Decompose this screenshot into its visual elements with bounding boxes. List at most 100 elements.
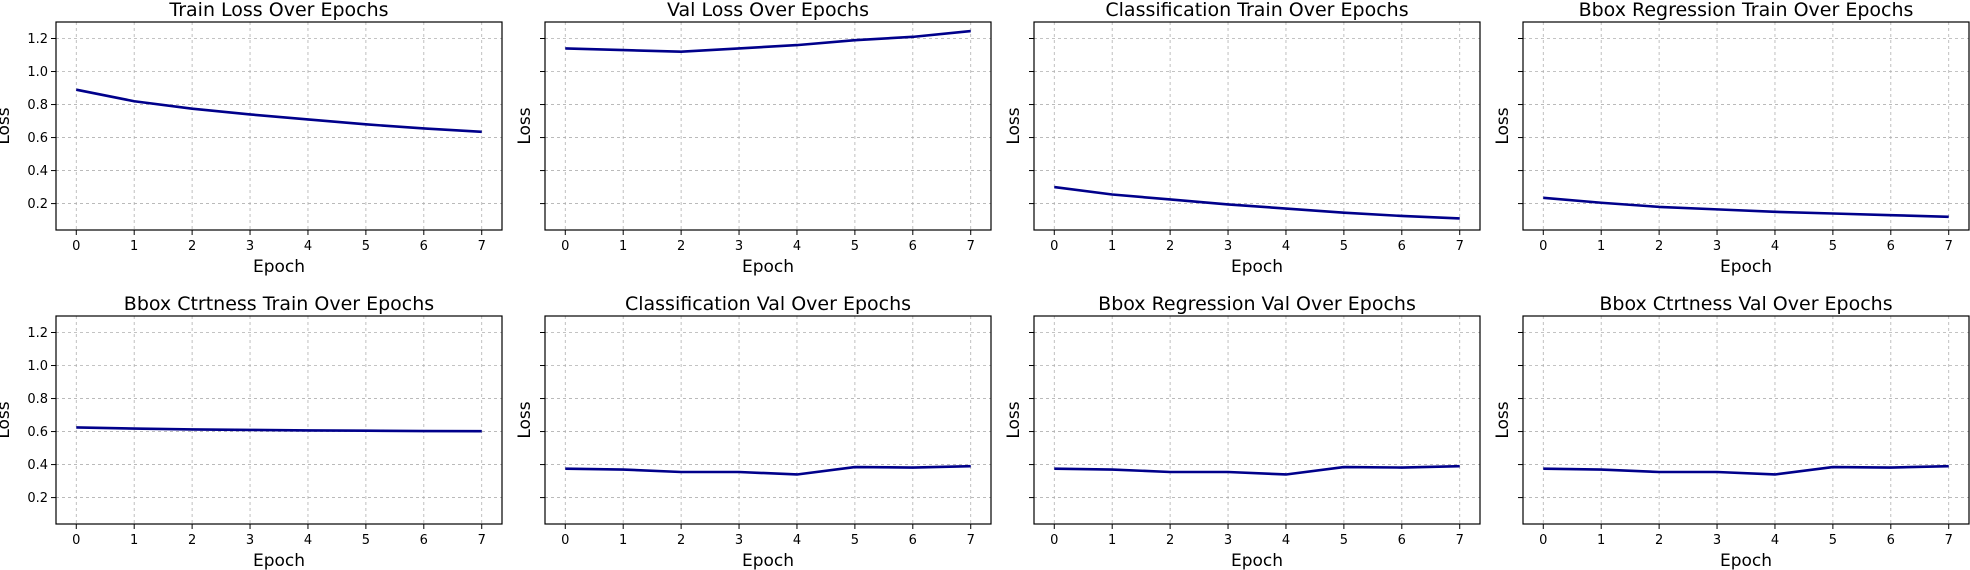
x-tick-label: 0 xyxy=(1539,533,1547,548)
x-axis-label: Epoch xyxy=(1720,257,1772,277)
x-tick-label: 0 xyxy=(561,533,569,548)
subplot-7: 0 1 2 3 4 5 6 7 Bbox Regression Val Over Epochs E… xyxy=(1004,293,1481,570)
x-tick-label: 3 xyxy=(1224,533,1232,548)
y-tick-label: 1.0 xyxy=(27,359,48,374)
x-tick-label: 0 xyxy=(561,239,569,254)
x-tick-label: 1 xyxy=(130,533,138,548)
x-tick-label: 5 xyxy=(362,533,370,548)
x-axis-label: Epoch xyxy=(1231,257,1283,277)
x-axis-label: Epoch xyxy=(742,551,794,570)
x-tick-label: 3 xyxy=(735,239,743,254)
x-tick-label: 7 xyxy=(1945,239,1953,254)
x-tick-label: 4 xyxy=(1282,533,1290,548)
x-tick-label: 3 xyxy=(1224,239,1232,254)
y-tick-label: 1.2 xyxy=(27,326,48,341)
y-axis-label: Loss xyxy=(0,107,14,144)
chart-title: Bbox Ctrtness Train Over Epochs xyxy=(124,293,434,315)
series-line xyxy=(1543,464,1949,476)
x-tick-label: 2 xyxy=(1655,533,1663,548)
x-tick-label: 6 xyxy=(1398,239,1406,254)
x-tick-label: 2 xyxy=(1166,533,1174,548)
y-axis-label: Loss xyxy=(1004,107,1024,144)
y-axis-label: Loss xyxy=(0,401,14,438)
series-line xyxy=(565,29,971,54)
plot-frame xyxy=(55,315,503,525)
chart-title: Classification Val Over Epochs xyxy=(625,293,911,315)
subplot-1: 0 1 2 3 4 5 6 7 0.2 0.4 0.6 0.8 1.0 1.2 Train Loss Ove… xyxy=(0,0,503,277)
x-tick-label: 6 xyxy=(1398,533,1406,548)
x-tick-label: 2 xyxy=(188,533,196,548)
x-tick-label: 1 xyxy=(619,533,627,548)
y-tick-label: 1.0 xyxy=(27,65,48,80)
y-tick-label: 0.6 xyxy=(27,131,48,146)
x-axis-label: Epoch xyxy=(253,551,305,570)
series-line xyxy=(565,464,971,476)
x-tick-label: 4 xyxy=(793,239,801,254)
x-tick-label: 2 xyxy=(677,533,685,548)
subplot-3: 0 1 2 3 4 5 6 7 Classification Train Over Epochs… xyxy=(1004,0,1481,277)
y-axis-label: Loss xyxy=(515,107,535,144)
subplot-2: 0 1 2 3 4 5 6 7 Val Loss Over Epochs Epoch Loss xyxy=(515,0,992,277)
x-axis-label: Epoch xyxy=(1231,551,1283,570)
x-tick-label: 0 xyxy=(72,239,80,254)
x-tick-label: 1 xyxy=(1108,533,1116,548)
chart-title: Bbox Regression Val Over Epochs xyxy=(1098,293,1416,315)
x-tick-label: 1 xyxy=(1597,533,1605,548)
series-line xyxy=(76,426,482,433)
x-tick-label: 5 xyxy=(1340,239,1348,254)
x-tick-label: 1 xyxy=(1597,239,1605,254)
x-tick-label: 5 xyxy=(362,239,370,254)
subplot-6: 0 1 2 3 4 5 6 7 Classification Val Over Epochs Ep… xyxy=(515,293,992,570)
series-line xyxy=(1543,196,1949,219)
x-tick-label: 2 xyxy=(1655,239,1663,254)
x-tick-label: 6 xyxy=(420,533,428,548)
chart-title: Bbox Ctrtness Val Over Epochs xyxy=(1599,293,1892,315)
x-tick-label: 3 xyxy=(246,239,254,254)
x-tick-label: 4 xyxy=(793,533,801,548)
x-tick-label: 7 xyxy=(1456,239,1464,254)
x-tick-label: 4 xyxy=(1771,533,1779,548)
subplot-8: 0 1 2 3 4 5 6 7 Bbox Ctrtness Val Over Epochs Epo… xyxy=(1493,293,1970,570)
x-tick-label: 5 xyxy=(1829,533,1837,548)
x-tick-label: 6 xyxy=(1887,239,1895,254)
x-tick-label: 0 xyxy=(1050,533,1058,548)
x-tick-label: 0 xyxy=(1050,239,1058,254)
x-tick-label: 5 xyxy=(1340,533,1348,548)
x-axis-label: Epoch xyxy=(742,257,794,277)
chart-title: Classification Train Over Epochs xyxy=(1105,0,1408,21)
x-tick-label: 0 xyxy=(1539,239,1547,254)
subplot-5: 0 1 2 3 4 5 6 7 0.2 0.4 0.6 0.8 1.0 1.2 Bbox Ctrtness … xyxy=(0,293,503,570)
y-tick-label: 0.6 xyxy=(27,425,48,440)
y-axis-label: Loss xyxy=(1493,107,1513,144)
x-tick-label: 6 xyxy=(1887,533,1895,548)
x-tick-label: 3 xyxy=(735,533,743,548)
y-tick-label: 0.4 xyxy=(27,458,48,473)
x-tick-label: 3 xyxy=(1713,533,1721,548)
x-tick-label: 7 xyxy=(1945,533,1953,548)
series-line xyxy=(76,88,482,134)
x-tick-label: 5 xyxy=(851,533,859,548)
plot-frame xyxy=(1033,315,1481,525)
x-tick-label: 2 xyxy=(677,239,685,254)
plot-frame xyxy=(544,315,992,525)
x-axis-label: Epoch xyxy=(1720,551,1772,570)
x-tick-label: 4 xyxy=(1282,239,1290,254)
x-tick-label: 1 xyxy=(1108,239,1116,254)
x-tick-label: 0 xyxy=(72,533,80,548)
y-axis-label: Loss xyxy=(1004,401,1024,438)
y-tick-label: 0.2 xyxy=(27,491,48,506)
y-tick-label: 0.4 xyxy=(27,164,48,179)
x-tick-label: 5 xyxy=(851,239,859,254)
series-line xyxy=(1054,185,1460,220)
y-axis-label: Loss xyxy=(515,401,535,438)
x-tick-label: 7 xyxy=(967,533,975,548)
subplot-4: 0 1 2 3 4 5 6 7 Bbox Regression Train Over Epoch… xyxy=(1493,0,1970,277)
x-tick-label: 6 xyxy=(909,239,917,254)
chart-title: Val Loss Over Epochs xyxy=(667,0,869,21)
x-tick-label: 3 xyxy=(246,533,254,548)
x-tick-label: 6 xyxy=(909,533,917,548)
x-tick-label: 4 xyxy=(1771,239,1779,254)
plot-frame xyxy=(1522,21,1970,231)
y-axis-label: Loss xyxy=(1493,401,1513,438)
